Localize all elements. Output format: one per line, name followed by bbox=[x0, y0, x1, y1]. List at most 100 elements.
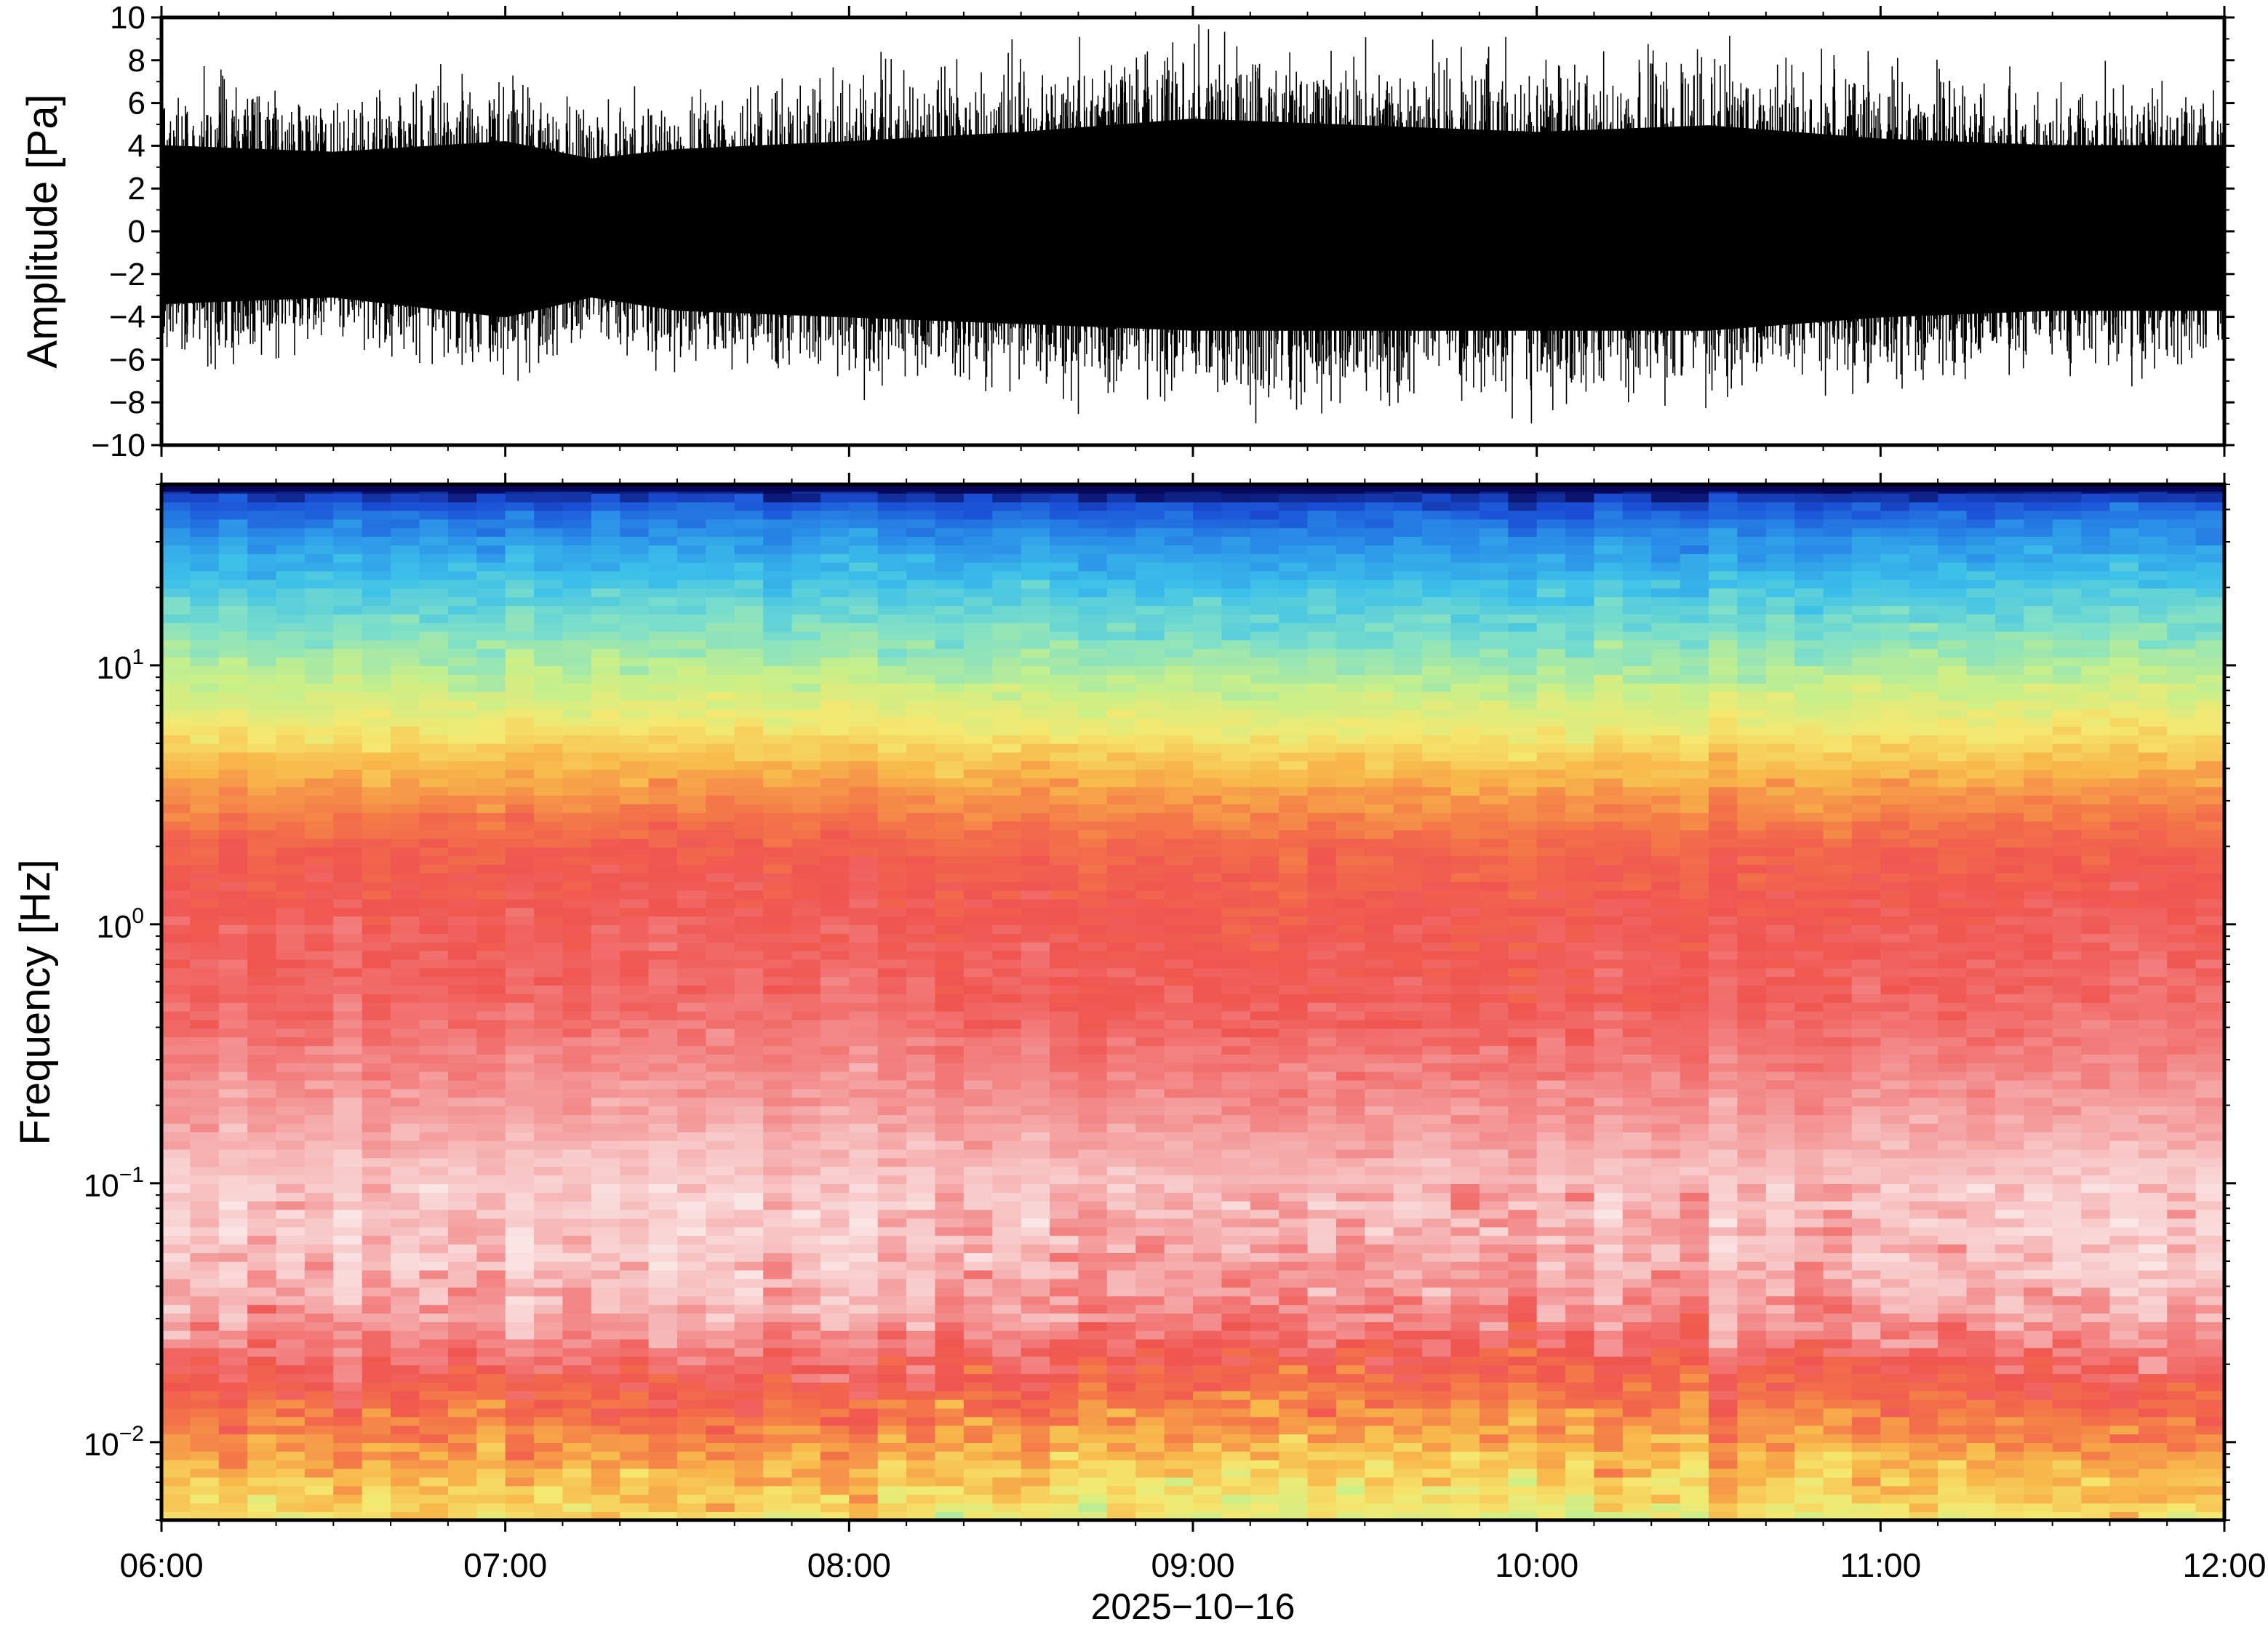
spectrogram-cell bbox=[964, 1140, 993, 1150]
spectrogram-cell bbox=[562, 605, 591, 615]
spectrogram-cell bbox=[677, 1244, 706, 1253]
spectrogram-cell bbox=[792, 1426, 821, 1435]
spectrogram-cell bbox=[391, 942, 420, 951]
spectrogram-cell bbox=[649, 1304, 678, 1314]
spectrogram-cell bbox=[276, 493, 306, 503]
spectrogram-cell bbox=[964, 674, 993, 684]
spectrogram-cell bbox=[820, 545, 850, 554]
spectrogram-cell bbox=[161, 916, 191, 925]
spectrogram-cell bbox=[534, 1417, 563, 1426]
spectrogram-cell bbox=[706, 1468, 735, 1478]
spectrogram-cell bbox=[1107, 1201, 1136, 1210]
spectrogram-cell bbox=[1107, 1304, 1136, 1314]
spectrogram-cell bbox=[849, 1270, 878, 1279]
spectrogram-cell bbox=[649, 994, 678, 1003]
spectrogram-cell bbox=[935, 899, 965, 908]
spectrogram-cell bbox=[1193, 786, 1222, 796]
spectrogram-cell bbox=[333, 882, 362, 891]
spectrogram-cell bbox=[1107, 968, 1136, 978]
spectrogram-cell bbox=[649, 804, 678, 813]
spectrogram-cell bbox=[620, 1175, 649, 1184]
spectrogram-cell bbox=[219, 1296, 248, 1306]
spectrogram-cell bbox=[935, 942, 965, 951]
spectrogram-cell bbox=[276, 1114, 306, 1124]
spectrogram-cell bbox=[1078, 1261, 1107, 1271]
spectrogram-cell bbox=[735, 855, 764, 865]
spectrogram-cell bbox=[1165, 968, 1194, 978]
spectrogram-cell bbox=[992, 1434, 1021, 1443]
spectrogram-cell bbox=[219, 1192, 248, 1202]
spectrogram-cell bbox=[534, 1287, 563, 1297]
spectrogram-cell bbox=[964, 1356, 993, 1366]
spectrogram-cell bbox=[591, 812, 620, 822]
spectrogram-cell bbox=[506, 1183, 535, 1193]
spectrogram-cell bbox=[1221, 1503, 1250, 1512]
spectrogram-cell bbox=[1107, 1210, 1136, 1219]
spectrogram-cell bbox=[391, 735, 420, 744]
spectrogram-cell bbox=[878, 545, 907, 554]
spectrogram-cell bbox=[677, 726, 706, 735]
spectrogram-cell bbox=[534, 571, 563, 580]
spectrogram-cell bbox=[820, 1028, 850, 1038]
spectrogram-cell bbox=[820, 752, 850, 761]
spectrogram-cell bbox=[506, 1114, 535, 1124]
spectrogram-cell bbox=[649, 553, 678, 563]
spectrogram-cell bbox=[506, 1080, 535, 1090]
spectrogram-cell bbox=[534, 735, 563, 744]
spectrogram-cell bbox=[219, 1339, 248, 1348]
spectrogram-cell bbox=[878, 1114, 907, 1124]
spectrogram-cell bbox=[362, 536, 391, 545]
spectrogram-cell bbox=[391, 899, 420, 908]
spectrogram-cell bbox=[1221, 1356, 1250, 1366]
spectrogram-cell bbox=[1221, 916, 1250, 925]
spectrogram-cell bbox=[1078, 1071, 1107, 1081]
spectrogram-cell bbox=[420, 1132, 449, 1141]
spectrogram-cell bbox=[935, 1434, 965, 1443]
spectrogram-cell bbox=[1050, 1313, 1079, 1322]
spectrogram-cell bbox=[362, 1503, 391, 1512]
spectrogram-cell bbox=[448, 1106, 477, 1115]
spectrogram-cell bbox=[534, 717, 563, 727]
spectrogram-cell bbox=[476, 1313, 506, 1322]
spectrogram-cell bbox=[476, 1123, 506, 1132]
spectrogram-cell bbox=[1221, 743, 1250, 753]
spectrogram-cell bbox=[1165, 933, 1194, 943]
spectrogram-cell bbox=[476, 1330, 506, 1340]
spectrogram-cell bbox=[849, 1218, 878, 1228]
spectrogram-cell bbox=[534, 752, 563, 761]
spectrogram-cell bbox=[190, 1080, 219, 1090]
spectrogram-cell bbox=[1250, 1227, 1279, 1236]
spectrogram-cell bbox=[420, 1477, 449, 1487]
spectrogram-cell bbox=[1221, 1098, 1250, 1107]
spectrogram-cell bbox=[448, 1391, 477, 1400]
spectrogram-cell bbox=[1250, 1235, 1279, 1244]
spectrogram-cell bbox=[506, 1210, 535, 1219]
spectrogram-cell bbox=[878, 908, 907, 917]
spectrogram-cell bbox=[964, 683, 993, 692]
spectrogram-cell bbox=[1279, 1451, 1308, 1460]
spectrogram-cell bbox=[362, 994, 391, 1003]
spectrogram-cell bbox=[992, 1071, 1021, 1081]
spectrogram-cell bbox=[476, 1210, 506, 1219]
spectrogram-cell bbox=[649, 502, 678, 511]
spectrogram-cell bbox=[992, 1451, 1021, 1460]
spectrogram-cell bbox=[1078, 1045, 1107, 1055]
spectrogram-cell bbox=[1308, 1261, 1337, 1271]
spectrogram-cell bbox=[1308, 1486, 1337, 1495]
spectrogram-cell bbox=[878, 1098, 907, 1107]
spectrogram-cell bbox=[506, 1313, 535, 1322]
spectrogram-cell bbox=[792, 1408, 821, 1418]
spectrogram-cell bbox=[1021, 1201, 1050, 1210]
spectrogram-cell bbox=[1107, 812, 1136, 822]
spectrogram-cell bbox=[1279, 786, 1308, 796]
spectrogram-cell bbox=[763, 502, 792, 511]
spectrogram-cell bbox=[1078, 778, 1107, 788]
spectrogram-cell bbox=[1050, 1028, 1079, 1038]
spectrogram-cell bbox=[735, 571, 764, 580]
spectrogram-cell bbox=[878, 1296, 907, 1306]
spectrogram-cell bbox=[476, 1252, 506, 1262]
spectrogram-cell bbox=[677, 1140, 706, 1150]
spectrogram-cell bbox=[1135, 1364, 1165, 1374]
spectrogram-cell bbox=[992, 1227, 1021, 1236]
